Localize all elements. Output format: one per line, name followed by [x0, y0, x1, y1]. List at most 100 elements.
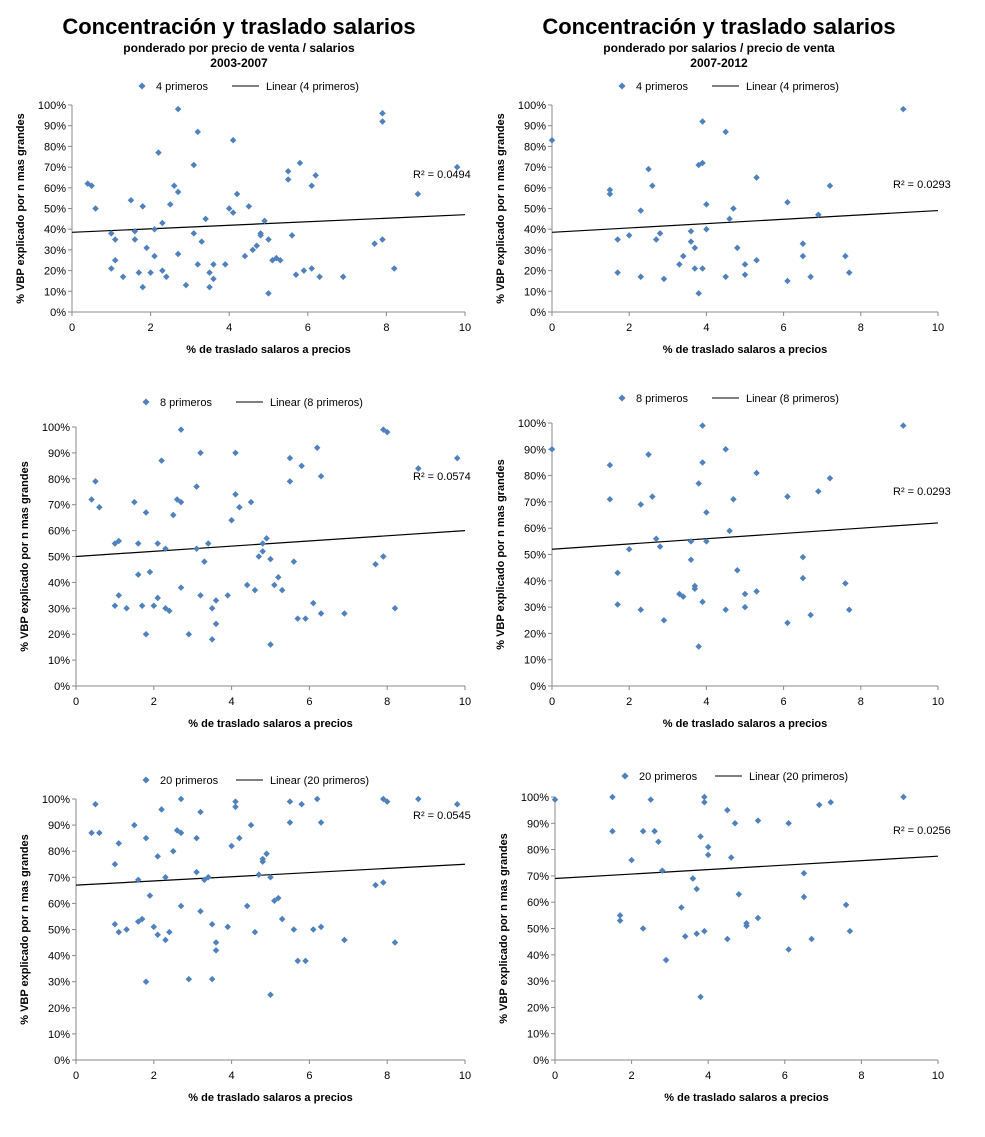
- chart2-data-point: [730, 205, 737, 212]
- chart3-data-point: [286, 478, 294, 485]
- chart2-x-tick-label: 6: [781, 322, 787, 334]
- chart4-data-point: [695, 480, 702, 487]
- chart3-data-point: [146, 568, 154, 576]
- chart1-data-point: [300, 267, 308, 274]
- chart1-data-point: [253, 242, 260, 250]
- chart1-data-point: [379, 236, 386, 243]
- chart3-data-point: [201, 558, 208, 565]
- chart6-data-point: [693, 930, 700, 938]
- chart5-data-point: [162, 874, 169, 881]
- chart5-data-point: [310, 926, 317, 933]
- chart2-data-point: [753, 174, 760, 181]
- chart4-data-point: [826, 474, 834, 482]
- chart5-data-point: [232, 798, 239, 805]
- chart1-data-point: [166, 201, 174, 208]
- chart5-data-point: [185, 975, 193, 983]
- chart3-data-point: [298, 462, 305, 470]
- chart5-data-point: [372, 881, 379, 889]
- chart4-legend-marker: [618, 394, 626, 402]
- chart2-x-tick-label: 10: [932, 322, 944, 334]
- chart1-data-point: [159, 267, 166, 274]
- chart4-data-point: [753, 588, 760, 595]
- chart6-x-tick-label: 2: [629, 1070, 635, 1082]
- chart3-data-point: [259, 540, 266, 547]
- chart3-data-point: [232, 491, 239, 498]
- chart2-data-point: [703, 201, 710, 208]
- chart1-data-point: [241, 252, 249, 260]
- chart6-data-point: [701, 793, 708, 801]
- chart1-data-point: [147, 269, 154, 276]
- chart6-data-point: [800, 893, 808, 901]
- chart3-y-tick-label: 50%: [48, 552, 70, 564]
- chart1-data-point: [222, 261, 229, 268]
- chart4-data-point: [722, 606, 729, 613]
- chart4-data-point: [660, 616, 668, 624]
- chart2-x-tick-label: 4: [703, 322, 709, 334]
- chart1-y-tick-label: 70%: [44, 162, 66, 174]
- chart4-data-point: [699, 422, 706, 429]
- chart3-data-point: [247, 498, 255, 506]
- chart1-data-point: [174, 250, 182, 258]
- chart6-data-point: [658, 867, 666, 874]
- chart1-data-point: [265, 236, 272, 243]
- chart6-legend-trendline-label: Linear (20 primeros): [749, 771, 848, 783]
- chart5-data-point: [302, 957, 309, 965]
- chart3-data-point: [123, 605, 130, 612]
- chart2-y-tick-label: 40%: [524, 224, 546, 236]
- chart6-y-tick-label: 40%: [527, 950, 549, 962]
- chart4-trendline: [551, 522, 939, 550]
- chart4-data-point: [807, 611, 814, 619]
- chart5-data-point: [391, 939, 399, 946]
- chart5-data-point: [212, 939, 220, 946]
- chart1-data-point: [108, 230, 115, 237]
- chart6-data-point: [754, 817, 762, 824]
- chart2-x-tick-label: 2: [626, 322, 632, 334]
- chart6-data-point: [743, 922, 750, 930]
- chart3-data-point: [212, 620, 220, 628]
- chart5-data-point: [278, 915, 286, 923]
- chart2-y-tick-label: 60%: [524, 183, 546, 195]
- chart6-data-point: [727, 854, 735, 861]
- chart4-data-point: [753, 469, 760, 477]
- chart4-y-tick-label: 90%: [524, 444, 546, 456]
- chart4-y-tick-label: 0%: [530, 681, 546, 693]
- chart1-data-point: [316, 273, 323, 281]
- chart2-y-tick-label: 100%: [518, 100, 546, 112]
- chart2-y-tick-label: 30%: [524, 245, 546, 257]
- chart6-y-tick-label: 70%: [527, 871, 549, 883]
- chart1-data-point: [170, 182, 178, 189]
- chart6-data-point: [808, 935, 815, 943]
- chart5-data-point: [243, 902, 251, 910]
- chart1-data-point: [163, 273, 170, 281]
- chart1-data-point: [111, 236, 119, 243]
- chart1-data-point: [159, 219, 166, 227]
- chart2-data-point: [699, 159, 706, 167]
- chart3-data-point: [267, 555, 274, 563]
- chart5-data-point: [131, 821, 138, 829]
- chart3-data-point: [453, 454, 461, 462]
- chart4-data-point: [799, 553, 807, 561]
- chart4-data-point: [900, 422, 907, 429]
- chart3-data-point: [380, 553, 387, 560]
- chart5-x-axis-title: % de traslado salaros a precios: [188, 1092, 352, 1104]
- chart6-data-point: [639, 925, 647, 932]
- chart1-legend-series-label: 4 primeros: [156, 81, 208, 93]
- chart3-data-point: [134, 540, 142, 547]
- chart3-y-tick-label: 10%: [48, 655, 70, 667]
- chart6-data-point: [697, 993, 704, 1001]
- chart6-data-point: [785, 820, 792, 827]
- chart4-x-tick-label: 0: [549, 696, 555, 708]
- chart6-data-point: [616, 917, 624, 924]
- chart5-data-point: [111, 860, 119, 868]
- chart1-data-point: [182, 281, 190, 289]
- chart2-data-point: [699, 118, 706, 125]
- chart5-data-point: [298, 800, 305, 808]
- chart5-data-point: [317, 819, 325, 826]
- chart1-data-point: [139, 283, 146, 291]
- chart1-data-point: [245, 203, 253, 210]
- chart3-data-point: [251, 586, 259, 594]
- chart3-data-point: [208, 636, 216, 643]
- chart2-x-axis-title: % de traslado salaros a precios: [663, 344, 827, 356]
- chart5-x-tick-label: 0: [73, 1070, 79, 1082]
- chart4-data-point: [614, 569, 621, 577]
